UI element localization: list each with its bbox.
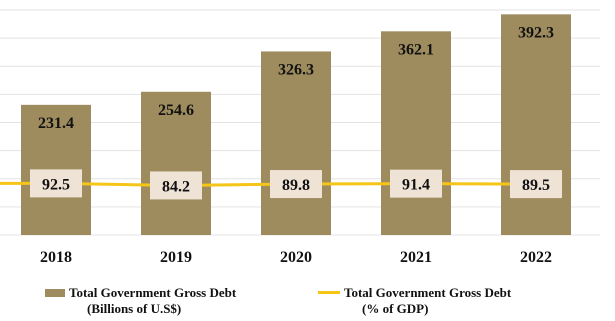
legend-item-debt-billions: Total Government Gross Debt (Billions of… <box>45 285 236 317</box>
x-tick-label: 2021 <box>400 249 432 266</box>
line-value-box <box>270 170 322 199</box>
line-value-label: 89.5 <box>522 177 550 194</box>
bar-series <box>21 14 571 236</box>
legend-label-line-line1: Total Government Gross Debt <box>344 285 512 300</box>
x-axis-ticks: 2018 2019 2020 2021 2022 <box>40 249 552 266</box>
bar-value-label: 231.4 <box>38 115 74 132</box>
bar <box>141 91 211 235</box>
bar-value-label: 392.3 <box>518 24 554 41</box>
x-tick-label: 2019 <box>160 249 192 266</box>
legend-item-debt-gdp: Total Government Gross Debt (% of GDP) <box>318 285 511 317</box>
x-tick-label: 2022 <box>520 249 552 266</box>
line-value-box <box>510 170 562 199</box>
bar <box>381 31 451 235</box>
line-value-label: 89.8 <box>282 177 310 194</box>
bar <box>261 51 331 235</box>
line-value-box <box>30 169 82 198</box>
line-value-label: 92.5 <box>42 176 70 193</box>
legend-label-bar-line1: Total Government Gross Debt <box>69 285 237 300</box>
bar-value-label: 326.3 <box>278 61 314 78</box>
x-tick-label: 2020 <box>280 249 312 266</box>
bar-value-label: 362.1 <box>398 41 434 58</box>
legend-swatch-line <box>318 291 340 294</box>
x-tick-label: 2018 <box>40 249 72 266</box>
legend-label-bar-line2: (Billions of U.S$) <box>87 301 182 316</box>
bar-value-label: 254.6 <box>158 102 194 119</box>
data-labels: 231.4 254.6 326.3 362.1 392.3 92.5 84.2 89.8 91.… <box>30 24 562 200</box>
line-value-label: 84.2 <box>162 178 190 195</box>
line-value-box <box>150 171 202 200</box>
line-value-label: 91.4 <box>402 177 430 194</box>
line-value-box <box>390 169 442 198</box>
legend-label-line-line2: (% of GDP) <box>362 301 429 316</box>
bar <box>501 14 571 235</box>
legend-swatch-bar <box>45 289 65 297</box>
